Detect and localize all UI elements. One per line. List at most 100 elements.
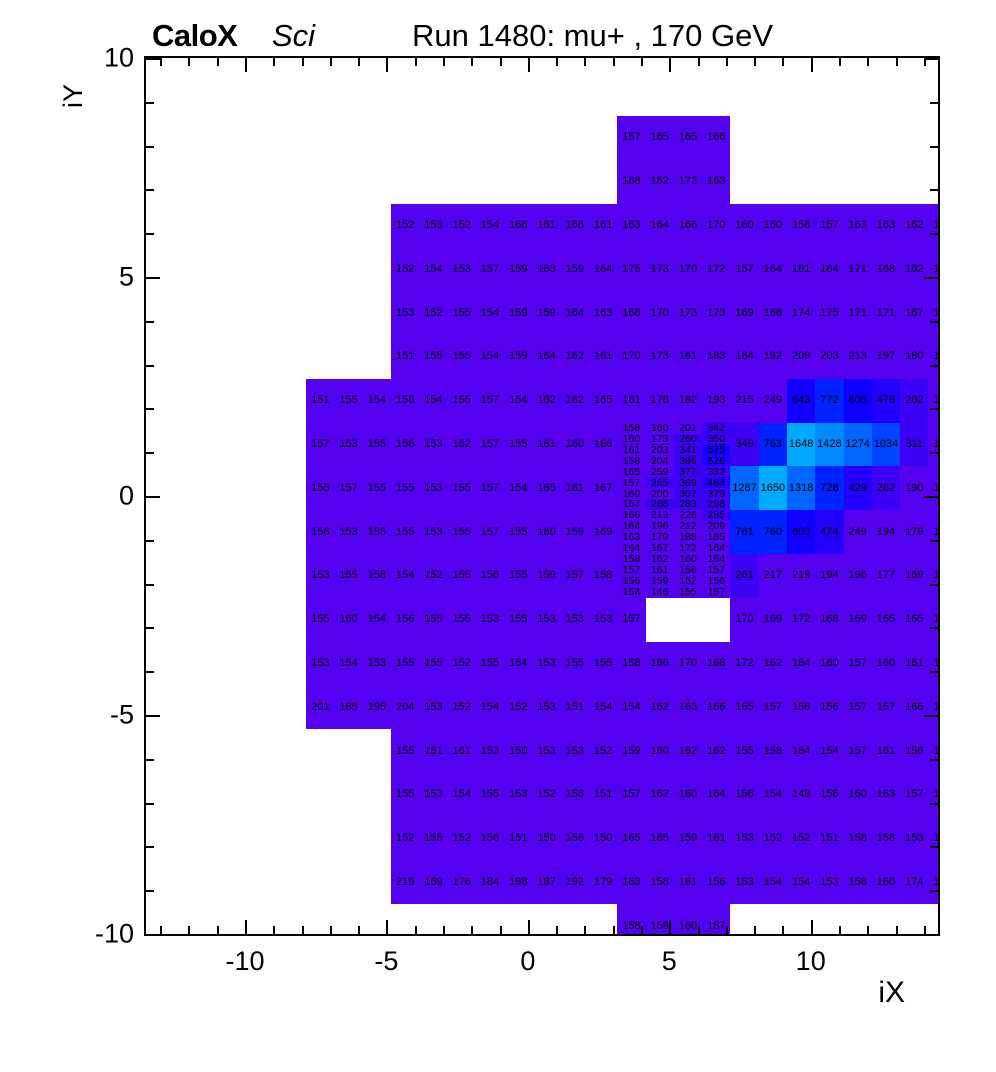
cell-value: 162 xyxy=(565,394,585,407)
experiment-name-bold: CaloX xyxy=(152,18,238,53)
heatmap-cell: 195 xyxy=(362,685,391,730)
heatmap-cell: 152 xyxy=(504,685,533,730)
cell-value: 161 xyxy=(876,744,896,757)
cell-value: 153 xyxy=(452,262,471,275)
heatmap-cell: 155 xyxy=(475,773,505,817)
cell-value: 155 xyxy=(395,656,415,669)
heatmap-cell: 262 xyxy=(871,466,901,511)
cell-value: 180 xyxy=(905,350,924,363)
cell-value: 157 xyxy=(480,525,500,538)
cell-value: 1428 xyxy=(817,437,842,450)
heatmap-cell: 152 xyxy=(391,203,420,248)
heatmap-cell-fine: 164 xyxy=(617,521,646,533)
cell-value: 155 xyxy=(424,832,443,845)
heatmap-cell: 155 xyxy=(447,554,476,598)
heatmap-cell-fine: 226 xyxy=(673,510,703,522)
cell-value: 166 xyxy=(509,218,528,231)
heatmap-cell: 158 xyxy=(617,641,646,686)
cell-value: 151 xyxy=(565,700,585,713)
cell-value: 157 xyxy=(905,788,924,801)
heatmap-cell: 162 xyxy=(900,247,929,292)
heatmap-cell: 158 xyxy=(928,816,938,861)
cell-value: 196 xyxy=(848,569,867,582)
heatmap-cell: 153 xyxy=(532,729,561,773)
heatmap-cell: 154 xyxy=(758,773,787,817)
cell-value: 209 xyxy=(791,350,811,363)
cell-value: 155 xyxy=(735,744,754,757)
cell-value: 157 xyxy=(933,218,940,231)
heatmap-cell: 154 xyxy=(362,597,391,642)
heatmap-cell-fine: 162 xyxy=(645,554,674,565)
cell-value: 157 xyxy=(480,262,500,275)
axis-tick xyxy=(725,926,728,934)
heatmap-cell-fine: 158 xyxy=(617,455,646,467)
heatmap-cell: 155 xyxy=(306,466,335,511)
cell-value: 156 xyxy=(395,613,415,626)
axis-tick xyxy=(697,58,700,66)
heatmap-cell: 154 xyxy=(447,773,476,817)
cell-value: 155 xyxy=(452,613,471,626)
axis-tick xyxy=(146,277,160,279)
cell-value: 154 xyxy=(622,700,641,713)
heatmap-cell: 150 xyxy=(532,816,561,861)
heatmap-cell: 217 xyxy=(758,554,787,598)
axis-tick xyxy=(867,58,870,66)
heatmap-cell-fine: 157 xyxy=(702,586,731,598)
heatmap-cell: 166 xyxy=(702,685,731,730)
heatmap-cell-fine: 161 xyxy=(645,564,674,576)
axis-tick xyxy=(273,58,276,66)
cell-value: 153 xyxy=(820,875,839,888)
cell-value: 168 xyxy=(763,306,783,319)
heatmap-cell: 156 xyxy=(900,729,929,773)
heatmap-cell-fine: 200 xyxy=(645,488,674,500)
cell-value: 169 xyxy=(763,613,783,626)
cell-value: 158 xyxy=(848,832,867,845)
cell-value: 185 xyxy=(339,700,358,713)
heatmap-cell: 153 xyxy=(475,597,505,642)
cell-value: 153 xyxy=(339,525,358,538)
axis-tick xyxy=(414,58,417,66)
cell-value: 179 xyxy=(933,481,940,494)
axis-tick xyxy=(146,583,154,586)
heatmap-cell-fine: 159 xyxy=(645,575,674,587)
heatmap-cell: 155 xyxy=(391,773,420,817)
cell-value: 268 xyxy=(650,498,669,511)
heatmap-cell-fine: 167 xyxy=(617,499,646,511)
heatmap-cell-fine: 165 xyxy=(617,466,646,478)
cell-value: 155 xyxy=(424,350,443,363)
cell-value: 396 xyxy=(679,454,697,467)
heatmap-cell-fine: 201 xyxy=(673,422,703,434)
x-axis-title: iX xyxy=(878,976,905,1009)
heatmap-cell: 160 xyxy=(560,422,589,467)
heatmap-cell-fine: 188 xyxy=(673,532,703,544)
cell-value: 249 xyxy=(848,525,867,538)
heatmap-cell-fine: 158 xyxy=(617,422,646,434)
axis-tick xyxy=(443,926,445,934)
heatmap-cell: 153 xyxy=(334,510,363,554)
cell-value: 153 xyxy=(424,525,443,538)
cell-value: 162 xyxy=(905,218,924,231)
heatmap-cell: 157 xyxy=(758,685,787,730)
heatmap-cell: 176 xyxy=(447,860,476,905)
cell-value: 157 xyxy=(735,262,754,275)
heatmap-cell: 156 xyxy=(306,510,335,554)
cell-value: 772 xyxy=(820,394,839,407)
heatmap-cell-fine: 260 xyxy=(673,433,703,445)
cell-value: 162 xyxy=(763,656,783,669)
axis-tick xyxy=(188,926,191,934)
heatmap-cell: 174 xyxy=(928,554,938,598)
axis-tick xyxy=(146,934,160,936)
heatmap-cell-fine: 396 xyxy=(673,454,703,467)
axis-tick xyxy=(930,627,938,630)
axis-tick xyxy=(499,58,502,66)
heatmap-cell-fine: 160 xyxy=(617,433,646,445)
heatmap-cell: 164 xyxy=(560,291,589,335)
heatmap-cell-fine: 163 xyxy=(617,532,646,544)
cell-value: 156 xyxy=(565,832,585,845)
cell-value: 152 xyxy=(452,437,471,450)
cell-value: 150 xyxy=(593,832,613,845)
heatmap-cell: 182 xyxy=(673,378,703,423)
heatmap-cell: 152 xyxy=(391,247,420,292)
cell-value: 157 xyxy=(311,437,330,450)
cell-value: 152 xyxy=(452,656,471,669)
